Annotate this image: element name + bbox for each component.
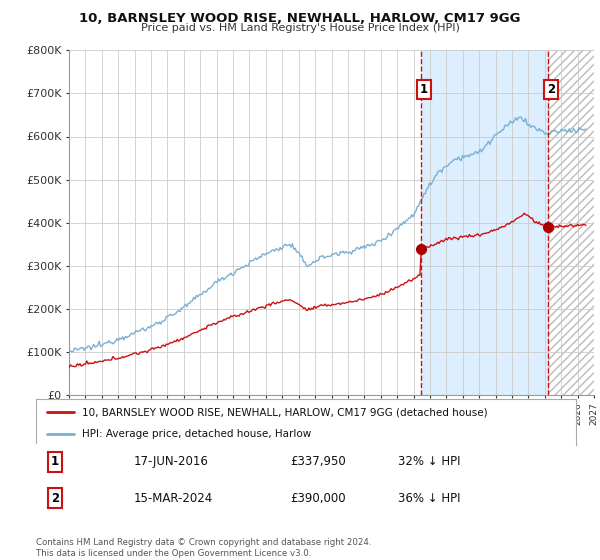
Text: 32% ↓ HPI: 32% ↓ HPI	[398, 455, 460, 468]
Text: HPI: Average price, detached house, Harlow: HPI: Average price, detached house, Harl…	[82, 429, 311, 438]
Text: £337,950: £337,950	[290, 455, 346, 468]
Text: 15-MAR-2024: 15-MAR-2024	[133, 492, 212, 505]
Text: 2: 2	[547, 83, 555, 96]
Text: Price paid vs. HM Land Registry's House Price Index (HPI): Price paid vs. HM Land Registry's House …	[140, 23, 460, 33]
Bar	[548, 50, 594, 395]
Text: 1: 1	[51, 455, 59, 468]
Text: 2: 2	[51, 492, 59, 505]
Text: £390,000: £390,000	[290, 492, 346, 505]
Text: 10, BARNSLEY WOOD RISE, NEWHALL, HARLOW, CM17 9GG (detached house): 10, BARNSLEY WOOD RISE, NEWHALL, HARLOW,…	[82, 407, 488, 417]
Bar	[421, 50, 548, 395]
Text: 36% ↓ HPI: 36% ↓ HPI	[398, 492, 460, 505]
Text: 17-JUN-2016: 17-JUN-2016	[133, 455, 208, 468]
Text: 1: 1	[419, 83, 428, 96]
Text: Contains HM Land Registry data © Crown copyright and database right 2024.
This d: Contains HM Land Registry data © Crown c…	[36, 538, 371, 558]
Text: 10, BARNSLEY WOOD RISE, NEWHALL, HARLOW, CM17 9GG: 10, BARNSLEY WOOD RISE, NEWHALL, HARLOW,…	[79, 12, 521, 25]
